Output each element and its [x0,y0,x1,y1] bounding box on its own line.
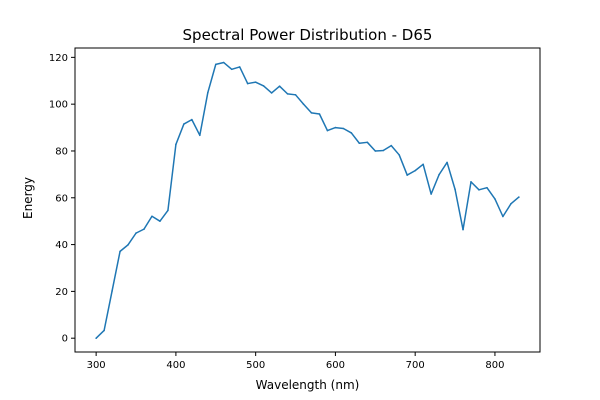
x-tick-label: 600 [326,360,345,371]
data-point [510,203,512,205]
data-point [143,228,145,230]
data-point [438,173,440,176]
y-axis: 0 20 40 60 80 100 120 [49,53,75,345]
data-point [254,81,257,83]
data-point [238,66,241,68]
y-tick-label: 60 [55,193,68,204]
data-point [398,154,401,156]
data-point [183,123,185,125]
plot-frame [74,47,541,353]
data-point [318,113,321,115]
data-point [518,196,520,198]
x-axis-label: Wavelength (nm) [256,378,360,392]
data-point [470,181,472,183]
data-point [278,85,281,87]
data-point [270,92,273,94]
data-point [374,150,377,152]
data-point [151,215,153,218]
data-point [199,134,201,137]
data-point [350,132,353,134]
data-point [422,163,424,166]
data-point [294,94,297,96]
y-tick-label: 20 [55,287,68,298]
chart-title: Spectral Power Distribution - D65 [183,26,433,44]
y-tick-label: 80 [55,146,68,157]
data-point [302,103,305,105]
x-tick-label: 300 [87,360,106,371]
data-point [262,85,265,87]
data-point [478,189,480,191]
data-point [494,198,496,200]
data-point [462,228,464,231]
data-point [246,82,249,85]
data-point [310,112,313,114]
y-tick-label: 120 [49,53,68,64]
x-tick-label: 400 [166,360,185,371]
series-line [95,61,520,339]
y-tick-label: 100 [49,100,68,111]
data-point [502,215,504,218]
data-point [127,244,129,246]
data-point [342,127,345,130]
data-point [358,142,361,145]
data-point [207,91,209,94]
x-tick-label: 500 [246,360,265,371]
data-point [103,329,105,332]
data-point [191,118,193,121]
data-point [326,129,329,132]
data-point [222,61,225,64]
data-point [95,337,97,339]
data-point [414,169,416,172]
data-point [382,149,385,152]
data-point [486,186,488,189]
data-point [167,209,169,212]
data-point [230,68,233,71]
data-point [454,188,456,191]
y-axis-label: Energy [21,177,35,219]
data-point [430,193,432,195]
data-point [175,143,177,146]
data-point [406,174,409,176]
data-point [111,290,113,292]
data-point [214,63,217,66]
data-point [366,141,369,144]
data-point [159,220,161,222]
data-point [119,250,121,253]
x-tick-label: 800 [485,360,504,371]
data-point [135,232,137,234]
y-tick-label: 40 [55,240,68,251]
x-tick-label: 700 [406,360,425,371]
data-point [334,126,337,129]
data-point [286,93,289,95]
x-axis: 300 400 500 600 700 800 [87,352,504,371]
plot-layer [95,61,520,339]
data-point [390,144,393,147]
data-point [446,161,448,164]
y-tick-label: 0 [62,334,68,345]
